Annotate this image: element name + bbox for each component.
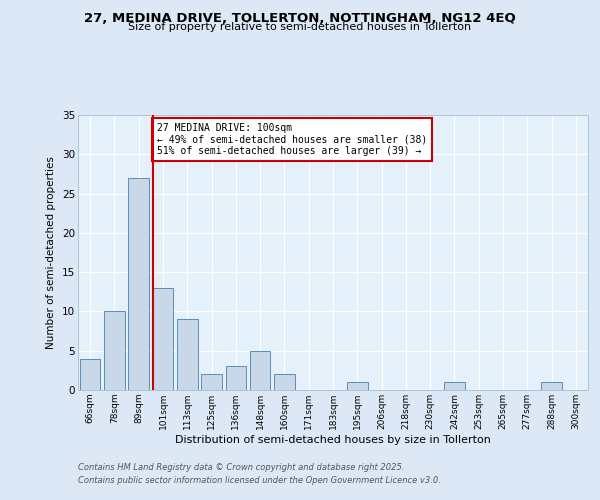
- Text: Contains public sector information licensed under the Open Government Licence v3: Contains public sector information licen…: [78, 476, 441, 485]
- Text: Size of property relative to semi-detached houses in Tollerton: Size of property relative to semi-detach…: [128, 22, 472, 32]
- Bar: [128, 178, 149, 390]
- Bar: [347, 382, 368, 390]
- Bar: [250, 350, 271, 390]
- Bar: [104, 312, 125, 390]
- Bar: [152, 288, 173, 390]
- Y-axis label: Number of semi-detached properties: Number of semi-detached properties: [46, 156, 56, 349]
- Text: 27, MEDINA DRIVE, TOLLERTON, NOTTINGHAM, NG12 4EQ: 27, MEDINA DRIVE, TOLLERTON, NOTTINGHAM,…: [84, 12, 516, 26]
- Text: Contains HM Land Registry data © Crown copyright and database right 2025.: Contains HM Land Registry data © Crown c…: [78, 464, 404, 472]
- Bar: [226, 366, 246, 390]
- X-axis label: Distribution of semi-detached houses by size in Tollerton: Distribution of semi-detached houses by …: [175, 434, 491, 444]
- Bar: [201, 374, 222, 390]
- Text: 27 MEDINA DRIVE: 100sqm
← 49% of semi-detached houses are smaller (38)
51% of se: 27 MEDINA DRIVE: 100sqm ← 49% of semi-de…: [157, 123, 427, 156]
- Bar: [177, 320, 197, 390]
- Bar: [80, 358, 100, 390]
- Bar: [444, 382, 465, 390]
- Bar: [274, 374, 295, 390]
- Bar: [541, 382, 562, 390]
